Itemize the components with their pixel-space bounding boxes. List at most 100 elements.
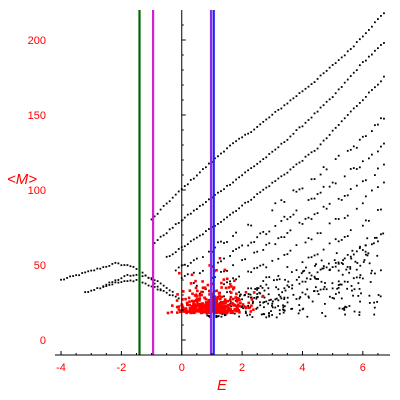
- data-point: [183, 216, 186, 219]
- data-point: [313, 149, 316, 152]
- data-point: [165, 287, 168, 289]
- data-point: [153, 285, 156, 288]
- data-point: [303, 269, 305, 272]
- data-point: [282, 311, 285, 314]
- data-point: [383, 163, 385, 166]
- data-point: [370, 153, 373, 156]
- data-point: [162, 234, 165, 237]
- data-point: [250, 241, 253, 244]
- data-point: [301, 223, 304, 225]
- data-point: [175, 305, 179, 309]
- data-point: [362, 261, 365, 263]
- data-point: [235, 210, 237, 212]
- data-point: [337, 124, 340, 126]
- x-tick-label: 0: [179, 362, 185, 374]
- data-point: [361, 202, 364, 205]
- data-point: [352, 167, 355, 169]
- data-point: [177, 222, 180, 224]
- data-point: [265, 300, 268, 303]
- data-point: [340, 239, 343, 241]
- data-point: [328, 202, 331, 205]
- data-point: [219, 311, 222, 315]
- x-tick-label: 4: [299, 362, 305, 374]
- data-point: [307, 85, 310, 88]
- data-point: [238, 137, 240, 140]
- data-point: [244, 291, 248, 294]
- data-point: [229, 183, 231, 186]
- data-point: [156, 285, 159, 288]
- data-point: [274, 148, 277, 151]
- data-point: [177, 305, 181, 308]
- data-point: [328, 295, 331, 298]
- data-point: [344, 313, 347, 316]
- data-point: [195, 300, 199, 303]
- data-point: [288, 286, 290, 288]
- data-point: [247, 306, 251, 310]
- data-point: [108, 264, 111, 267]
- data-point: [286, 266, 289, 268]
- data-point: [183, 185, 186, 187]
- data-point: [298, 297, 301, 300]
- data-point: [283, 309, 286, 312]
- data-point: [372, 242, 375, 245]
- data-point: [380, 44, 382, 46]
- data-point: [253, 251, 256, 254]
- data-point: [352, 145, 355, 148]
- data-point: [220, 286, 223, 289]
- data-point: [217, 241, 219, 244]
- data-point: [345, 268, 348, 271]
- data-point: [250, 287, 253, 290]
- data-point: [350, 257, 353, 260]
- data-point: [250, 298, 254, 301]
- data-point: [216, 315, 219, 318]
- data-point: [290, 271, 293, 273]
- data-point: [218, 291, 222, 295]
- data-point: [195, 309, 199, 312]
- y-axis-title: <M>: [7, 171, 37, 188]
- data-point: [344, 305, 347, 308]
- data-point: [114, 261, 117, 264]
- data-point: [365, 253, 367, 256]
- data-point: [254, 288, 257, 290]
- data-point: [132, 274, 135, 277]
- data-point: [129, 279, 132, 282]
- data-point: [111, 281, 114, 284]
- data-point: [337, 261, 340, 264]
- data-point: [249, 313, 251, 316]
- data-point: [75, 274, 78, 277]
- data-point: [283, 104, 286, 107]
- data-point: [117, 281, 120, 284]
- data-point: [189, 282, 193, 285]
- data-point: [281, 291, 284, 294]
- data-point: [162, 289, 165, 292]
- data-point: [291, 307, 294, 310]
- data-point: [171, 196, 174, 199]
- data-point: [307, 295, 310, 298]
- data-point: [235, 140, 237, 143]
- data-point: [268, 116, 271, 119]
- data-point: [271, 302, 274, 305]
- data-point: [364, 95, 367, 98]
- data-point: [274, 298, 277, 301]
- data-point: [310, 218, 313, 220]
- data-point: [153, 215, 156, 218]
- data-point: [346, 253, 349, 256]
- data-point: [334, 293, 337, 295]
- data-point: [162, 205, 165, 207]
- data-point: [78, 274, 81, 277]
- data-point: [377, 167, 379, 170]
- data-point: [310, 151, 313, 154]
- data-point: [259, 304, 262, 307]
- data-point: [196, 289, 199, 293]
- data-point: [368, 294, 371, 297]
- data-point: [208, 162, 210, 165]
- data-point: [199, 304, 203, 308]
- points-layer: [60, 12, 385, 319]
- data-point: [105, 285, 108, 287]
- data-point: [228, 282, 232, 286]
- data-point: [360, 292, 362, 295]
- data-point: [233, 279, 236, 283]
- data-point: [238, 311, 241, 314]
- data-point: [284, 278, 286, 281]
